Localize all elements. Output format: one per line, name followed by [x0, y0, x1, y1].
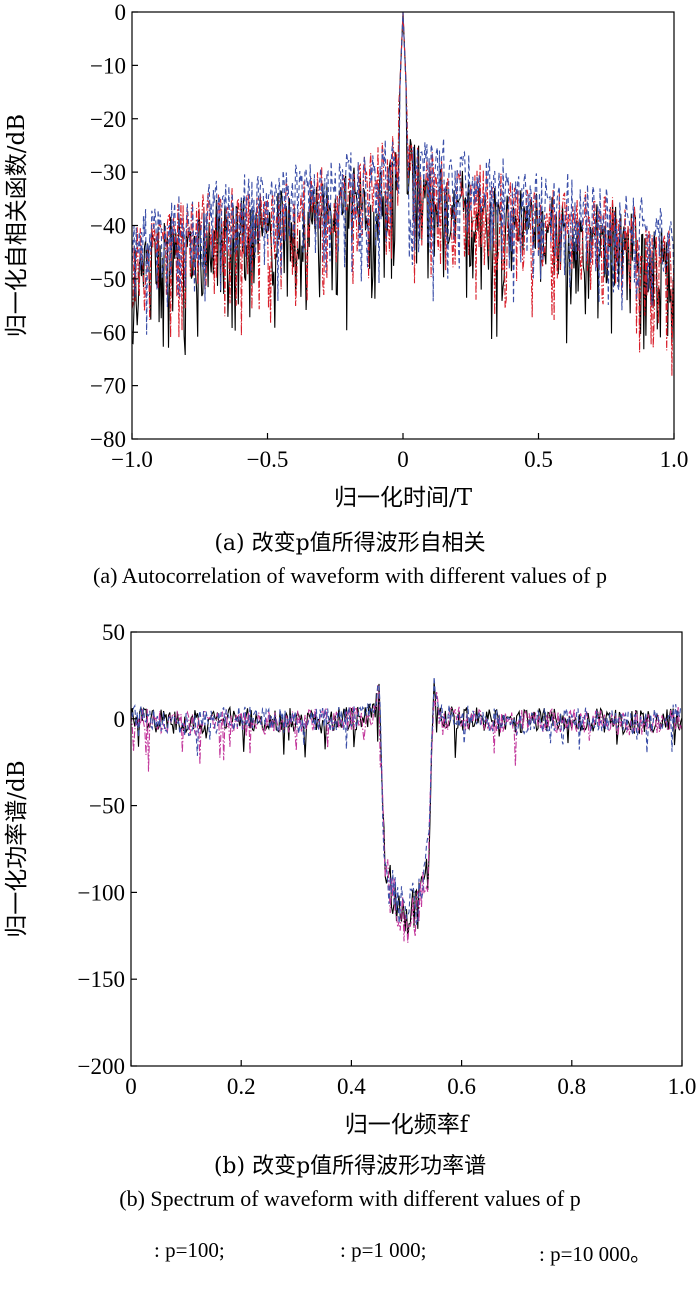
x-tick-label: 0.4 [337, 1074, 366, 1099]
x-tick-label: −0.5 [247, 447, 289, 472]
x-tick-label: 1.0 [668, 1074, 697, 1099]
series-line-p-100 [132, 12, 674, 356]
caption-b-chinese: (b) 改变p值所得波形功率谱 [213, 1154, 487, 1179]
x-tick-label: 1.0 [660, 447, 689, 472]
y-tick-label: −60 [90, 320, 126, 345]
y-tick-label: −100 [78, 880, 125, 905]
legend-label-p10000: : p=10 000。 [539, 1242, 652, 1266]
series-line-p-10000 [132, 12, 674, 335]
y-tick-label: −150 [78, 967, 125, 992]
y-axis-label: 归一化功率谱/dB [4, 760, 30, 937]
x-tick-label: 0.2 [227, 1074, 256, 1099]
y-tick-label: 50 [102, 620, 125, 645]
x-tick-label: 0.8 [557, 1074, 586, 1099]
y-tick-label: −50 [89, 794, 125, 819]
y-tick-label: −80 [90, 427, 126, 452]
chart-power-spectrum: 0 0.2 0.4 0.6 0.8 1.0 50 0 −50 −100 −150 −200 归一化频率f… [4, 620, 696, 1138]
x-tick-label: −1.0 [111, 447, 153, 472]
y-tick-label: −10 [90, 53, 126, 78]
x-tick-label: 0.6 [447, 1074, 476, 1099]
chart-autocorrelation: −1.0 −0.5 0 0.5 1.0 0 −10 −20 −30 −40 −50 −60 −70 −80… [4, 0, 688, 511]
y-tick-label: −30 [90, 160, 126, 185]
x-axis-label: 归一化时间/T [334, 485, 473, 511]
caption-a-english: (a) Autocorrelation of waveform with dif… [93, 563, 607, 588]
x-axis-label: 归一化频率f [345, 1112, 470, 1138]
y-tick-label: −70 [90, 374, 126, 399]
legend-label-p1000: : p=1 000; [340, 1238, 427, 1262]
series-line-p-1000 [132, 12, 674, 377]
series-line-p-1000 [131, 685, 682, 943]
caption-b-english: (b) Spectrum of waveform with different … [119, 1186, 581, 1211]
legend-label-p100: : p=100; [154, 1238, 225, 1262]
series-line-p-10000 [131, 676, 682, 925]
legend: : p=100; : p=1 000; : p=10 000。 [0, 1232, 700, 1272]
plot-frame [130, 631, 683, 1067]
caption-a-chinese: (a) 改变p值所得波形自相关 [214, 531, 486, 556]
x-tick-label: 0 [125, 1074, 137, 1099]
y-tick-label: −50 [90, 267, 126, 292]
x-tick-label: 0.5 [524, 447, 553, 472]
x-tick-label: 0 [397, 447, 409, 472]
y-tick-label: 0 [115, 0, 127, 25]
y-tick-label: 0 [114, 707, 126, 732]
y-tick-label: −40 [90, 214, 126, 239]
y-tick-label: −200 [78, 1054, 125, 1079]
y-tick-label: −20 [90, 107, 126, 132]
y-axis-label: 归一化自相关函数/dB [4, 114, 30, 337]
